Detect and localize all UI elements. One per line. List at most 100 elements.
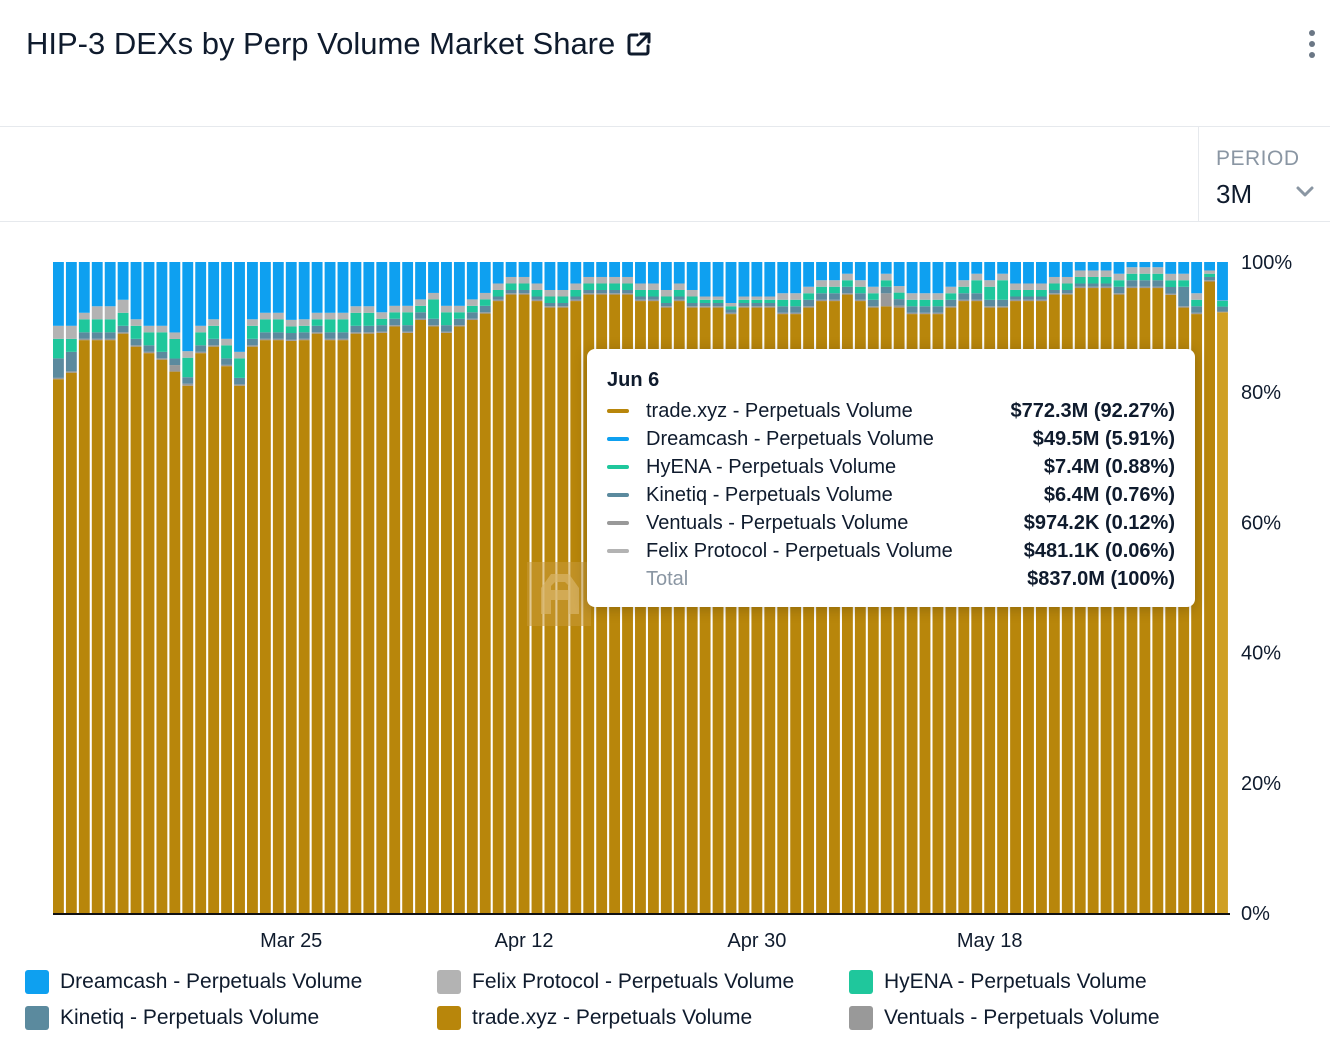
bar-segment-kinetiq[interactable] bbox=[1048, 289, 1060, 294]
bar-segment-felix[interactable] bbox=[673, 283, 685, 290]
bar-segment-ventuals[interactable] bbox=[324, 338, 336, 341]
bar-segment-trade[interactable] bbox=[984, 307, 996, 913]
bar-segment-trade[interactable] bbox=[505, 294, 517, 913]
bar-segment-hyena[interactable] bbox=[1204, 273, 1215, 277]
bar-segment-dreamcash[interactable] bbox=[1217, 262, 1228, 301]
bar-segment-ventuals[interactable] bbox=[130, 345, 142, 347]
bar-segment-felix[interactable] bbox=[1191, 293, 1203, 300]
bar-segment-hyena[interactable] bbox=[544, 296, 556, 304]
bar-segment-felix[interactable] bbox=[609, 276, 621, 284]
bar-segment-kinetiq[interactable] bbox=[880, 286, 892, 294]
bar-segment-trade[interactable] bbox=[324, 340, 336, 913]
bar-segment-trade[interactable] bbox=[1035, 301, 1047, 913]
bar-segment-kinetiq[interactable] bbox=[311, 325, 323, 333]
bar-segment-kinetiq[interactable] bbox=[350, 325, 362, 333]
bar-segment-dreamcash[interactable] bbox=[156, 262, 168, 326]
bar-segment-felix[interactable] bbox=[880, 273, 892, 281]
bar-segment-hyena[interactable] bbox=[234, 358, 245, 378]
bar-segment-dreamcash[interactable] bbox=[65, 262, 77, 326]
bar-segment-dreamcash[interactable] bbox=[453, 262, 465, 306]
bar-segment-ventuals[interactable] bbox=[829, 299, 840, 302]
bar-segment-kinetiq[interactable] bbox=[169, 358, 181, 366]
bar-segment-dreamcash[interactable] bbox=[712, 262, 724, 297]
bar-segment-hyena[interactable] bbox=[1087, 276, 1099, 284]
bar-segment-hyena[interactable] bbox=[1035, 289, 1047, 297]
bar-segment-felix[interactable] bbox=[65, 325, 77, 339]
bar-segment-trade[interactable] bbox=[65, 372, 77, 913]
bar-segment-dreamcash[interactable] bbox=[117, 262, 129, 300]
bar-segment-hyena[interactable] bbox=[583, 283, 595, 290]
bar-segment-dreamcash[interactable] bbox=[91, 262, 103, 307]
bar-segment-felix[interactable] bbox=[505, 276, 517, 284]
bar-segment-kinetiq[interactable] bbox=[208, 338, 220, 346]
period-dropdown[interactable]: PERIOD 3M bbox=[1198, 127, 1330, 222]
bar-segment-hyena[interactable] bbox=[402, 312, 414, 326]
bar-segment-felix[interactable] bbox=[1165, 273, 1177, 281]
bar-segment-hyena[interactable] bbox=[751, 299, 763, 304]
bar-segment-trade[interactable] bbox=[816, 301, 827, 913]
bar-segment-hyena[interactable] bbox=[143, 332, 155, 346]
bar-segment-trade[interactable] bbox=[272, 340, 284, 913]
bar-segment-felix[interactable] bbox=[1152, 267, 1164, 274]
bar-segment-kinetiq[interactable] bbox=[234, 377, 245, 385]
bar-segment-hyena[interactable] bbox=[1048, 283, 1060, 290]
bar-segment-felix[interactable] bbox=[91, 306, 103, 320]
bar-segment-kinetiq[interactable] bbox=[156, 351, 168, 359]
bar-segment-hyena[interactable] bbox=[1061, 283, 1073, 290]
bar-segment-ventuals[interactable] bbox=[1217, 311, 1228, 313]
bar-segment-felix[interactable] bbox=[1023, 283, 1034, 290]
bar-segment-kinetiq[interactable] bbox=[259, 332, 271, 339]
bar-segment-hyena[interactable] bbox=[841, 280, 853, 287]
bar-segment-trade[interactable] bbox=[1023, 301, 1034, 913]
bar-segment-ventuals[interactable] bbox=[1204, 280, 1215, 282]
bar-segment-trade[interactable] bbox=[91, 340, 103, 913]
bar-segment-felix[interactable] bbox=[790, 293, 802, 300]
bar-segment-dreamcash[interactable] bbox=[660, 262, 672, 290]
bar-segment-dreamcash[interactable] bbox=[324, 262, 336, 313]
bar-segment-dreamcash[interactable] bbox=[1191, 262, 1203, 294]
bar-segment-felix[interactable] bbox=[958, 280, 970, 287]
bar-segment-felix[interactable] bbox=[479, 292, 491, 300]
bar-segment-dreamcash[interactable] bbox=[363, 262, 375, 307]
bar-segment-hyena[interactable] bbox=[1191, 299, 1203, 307]
bar-segment-kinetiq[interactable] bbox=[609, 289, 621, 294]
bar-segment-dreamcash[interactable] bbox=[208, 262, 220, 320]
bar-segment-hyena[interactable] bbox=[78, 319, 90, 333]
bar-segment-felix[interactable] bbox=[738, 296, 750, 300]
bar-segment-hyena[interactable] bbox=[816, 286, 827, 294]
bar-segment-kinetiq[interactable] bbox=[195, 345, 207, 352]
bar-segment-kinetiq[interactable] bbox=[337, 332, 349, 339]
bar-segment-hyena[interactable] bbox=[1010, 289, 1021, 297]
bar-segment-kinetiq[interactable] bbox=[1100, 283, 1112, 287]
bar-segment-ventuals[interactable] bbox=[182, 383, 194, 386]
bar-segment-hyena[interactable] bbox=[531, 289, 543, 297]
bar-segment-trade[interactable] bbox=[169, 371, 181, 914]
bar-segment-felix[interactable] bbox=[984, 280, 996, 287]
bar-segment-hyena[interactable] bbox=[104, 319, 116, 333]
bar-segment-hyena[interactable] bbox=[712, 299, 724, 304]
bar-segment-hyena[interactable] bbox=[622, 283, 633, 290]
bar-segment-ventuals[interactable] bbox=[686, 306, 698, 308]
bar-segment-hyena[interactable] bbox=[428, 299, 439, 319]
bar-segment-hyena[interactable] bbox=[673, 289, 685, 297]
bar-segment-kinetiq[interactable] bbox=[738, 303, 750, 307]
bar-segment-dreamcash[interactable] bbox=[790, 262, 802, 294]
bar-segment-trade[interactable] bbox=[997, 307, 1009, 913]
bar-segment-ventuals[interactable] bbox=[854, 299, 866, 302]
bar-segment-hyena[interactable] bbox=[958, 286, 970, 294]
bar-segment-dreamcash[interactable] bbox=[919, 262, 931, 294]
bar-segment-trade[interactable] bbox=[182, 385, 194, 913]
bar-segment-trade[interactable] bbox=[971, 301, 983, 913]
bar-segment-trade[interactable] bbox=[906, 314, 918, 913]
bar-segment-ventuals[interactable] bbox=[544, 306, 556, 308]
bar-segment-kinetiq[interactable] bbox=[699, 303, 711, 307]
bar-segment-ventuals[interactable] bbox=[272, 338, 284, 341]
bar-segment-hyena[interactable] bbox=[285, 326, 297, 334]
bar-segment-felix[interactable] bbox=[402, 305, 414, 313]
bar-segment-hyena[interactable] bbox=[1113, 280, 1125, 287]
bar-segment-ventuals[interactable] bbox=[363, 332, 375, 334]
bar-segment-felix[interactable] bbox=[1035, 283, 1047, 290]
bar-segment-trade[interactable] bbox=[518, 294, 530, 913]
bar-segment-hyena[interactable] bbox=[156, 332, 168, 352]
bar-segment-hyena[interactable] bbox=[479, 299, 491, 306]
